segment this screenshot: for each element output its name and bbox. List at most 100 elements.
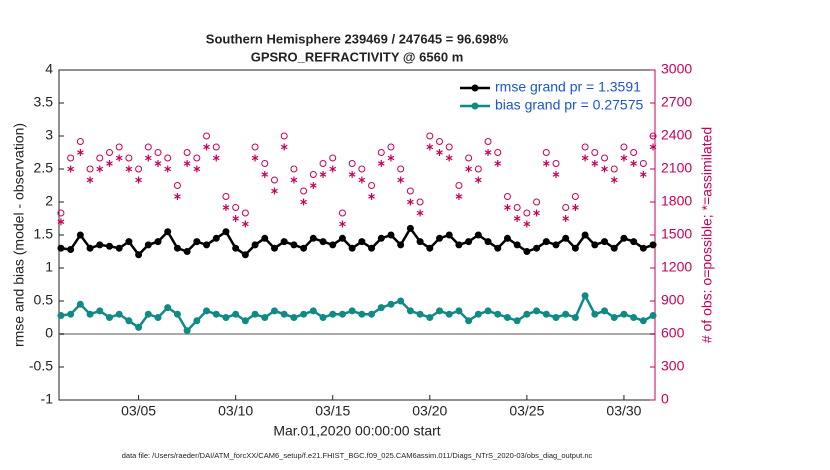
- point: [222, 228, 230, 236]
- possible-marker: [251, 143, 259, 151]
- point: [601, 307, 609, 315]
- assimilated-marker: [358, 176, 366, 184]
- point: [261, 234, 269, 242]
- point: [280, 238, 288, 246]
- point: [212, 310, 220, 318]
- point: [309, 234, 317, 242]
- point: [610, 314, 618, 321]
- point: [135, 323, 143, 331]
- point: [542, 238, 550, 246]
- possible-marker: [552, 160, 560, 167]
- point: [639, 244, 647, 252]
- assimilated-marker: [504, 204, 511, 211]
- point: [630, 238, 638, 246]
- point: [67, 310, 75, 318]
- assimilated-marker: [251, 154, 259, 162]
- assimilated-marker: [193, 165, 201, 173]
- point: [86, 310, 94, 318]
- star-stroke: [387, 155, 395, 161]
- point: [183, 327, 191, 335]
- point: [319, 314, 327, 321]
- y-tick-label: 0: [45, 325, 53, 341]
- y-tick-label: -1: [41, 391, 54, 407]
- assimilated-marker: [475, 176, 482, 184]
- star-stroke: [86, 177, 94, 183]
- possible-marker: [76, 138, 84, 145]
- point: [270, 307, 278, 315]
- star-stroke: [649, 144, 657, 150]
- assimilated-marker: [436, 149, 443, 156]
- point: [503, 314, 511, 321]
- assimilated-marker: [106, 160, 113, 167]
- point: [300, 310, 308, 318]
- point: [523, 248, 531, 255]
- point: [474, 231, 482, 239]
- point: [571, 244, 579, 252]
- point: [406, 224, 414, 232]
- star-stroke: [630, 161, 637, 166]
- star-stroke: [106, 161, 113, 166]
- star-stroke: [280, 144, 288, 150]
- point: [67, 246, 75, 254]
- assimilated-marker: [67, 165, 74, 173]
- possible-marker: [105, 149, 113, 156]
- star-stroke: [455, 194, 463, 199]
- assimilated-marker: [339, 220, 346, 228]
- star-stroke: [436, 150, 443, 155]
- star-stroke: [300, 199, 307, 205]
- point: [581, 292, 589, 300]
- y-tick-label: 4: [45, 61, 53, 77]
- possible-marker: [465, 154, 473, 162]
- assimilated-marker: [300, 198, 307, 206]
- star-stroke: [620, 155, 628, 161]
- possible-marker: [290, 165, 298, 173]
- assimilated-marker: [397, 176, 405, 184]
- star-stroke: [261, 172, 269, 177]
- point: [610, 244, 618, 252]
- assimilated-marker: [484, 149, 492, 156]
- assimilated-marker: [203, 143, 210, 151]
- assimilated-marker: [144, 154, 152, 162]
- star-stroke: [77, 150, 84, 155]
- point: [232, 244, 240, 252]
- point: [270, 244, 278, 252]
- point: [542, 310, 550, 318]
- assimilated-marker: [533, 209, 540, 217]
- x-tick-label: 03/15: [315, 403, 350, 419]
- possible-marker: [494, 149, 502, 156]
- y2-tick-label: 2400: [661, 127, 692, 143]
- assimilated-marker: [630, 160, 637, 167]
- point: [144, 310, 152, 318]
- point: [601, 238, 609, 246]
- star-stroke: [242, 221, 249, 227]
- point: [630, 314, 638, 321]
- point: [280, 310, 288, 318]
- point: [465, 238, 473, 246]
- possible-marker: [193, 154, 201, 162]
- point: [338, 234, 346, 242]
- point: [290, 241, 298, 249]
- possible-marker: [183, 149, 191, 156]
- possible-marker: [436, 138, 444, 145]
- x-tick-label: 03/05: [121, 403, 156, 419]
- assimilated-marker: [280, 143, 288, 151]
- assimilated-marker: [309, 182, 317, 189]
- assimilated-marker: [377, 160, 385, 167]
- possible-marker: [562, 204, 570, 211]
- assimilated-marker: [212, 154, 220, 162]
- point: [261, 314, 269, 321]
- point: [125, 317, 133, 325]
- y2-tick-label: 2700: [661, 94, 692, 110]
- possible-marker: [96, 154, 104, 162]
- point: [620, 234, 628, 242]
- possible-marker: [261, 160, 269, 167]
- assimilated-marker: [222, 204, 230, 211]
- star-stroke: [523, 221, 531, 227]
- assimilated-marker: [494, 160, 502, 167]
- star-stroke: [513, 216, 521, 221]
- y-tick-label: 3: [45, 127, 53, 143]
- y2-tick-label: 900: [661, 292, 685, 308]
- point: [203, 241, 211, 249]
- point: [329, 241, 337, 249]
- assimilated-marker: [416, 209, 424, 217]
